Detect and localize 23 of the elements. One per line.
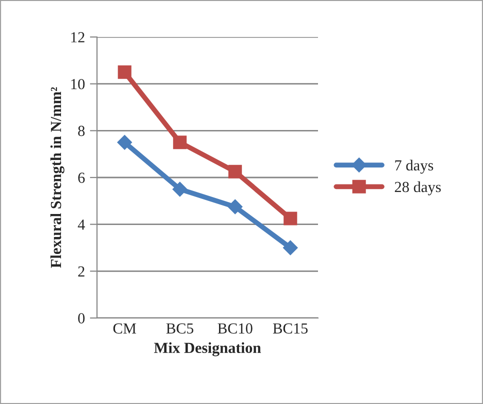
point <box>282 240 298 256</box>
y-axis-title: Flexural Strength in N/mm² <box>50 87 64 268</box>
y-tick-label: 0 <box>78 313 85 324</box>
legend-label: 7 days <box>395 160 434 174</box>
y-tick-label: 2 <box>78 266 84 276</box>
point <box>228 164 242 178</box>
x-tick-label: BC10 <box>218 323 252 334</box>
x-tick-label: CM <box>113 323 136 334</box>
y-tick-label: 12 <box>71 32 84 42</box>
y-tick-label: 6 <box>78 172 85 183</box>
y-tick-label: 8 <box>78 126 85 136</box>
point <box>173 136 187 150</box>
point <box>172 182 188 197</box>
point <box>118 65 132 79</box>
point <box>117 134 132 150</box>
y-tick-label: 4 <box>78 220 85 230</box>
x-tick-label: BC15 <box>272 323 308 334</box>
y-tick-label: 10 <box>71 78 85 90</box>
x-tick-label: BC5 <box>166 323 194 334</box>
legend-label: 28 days <box>394 181 441 196</box>
x-axis-title: Mix Designation <box>154 342 261 356</box>
point <box>284 212 298 226</box>
point <box>228 199 243 214</box>
